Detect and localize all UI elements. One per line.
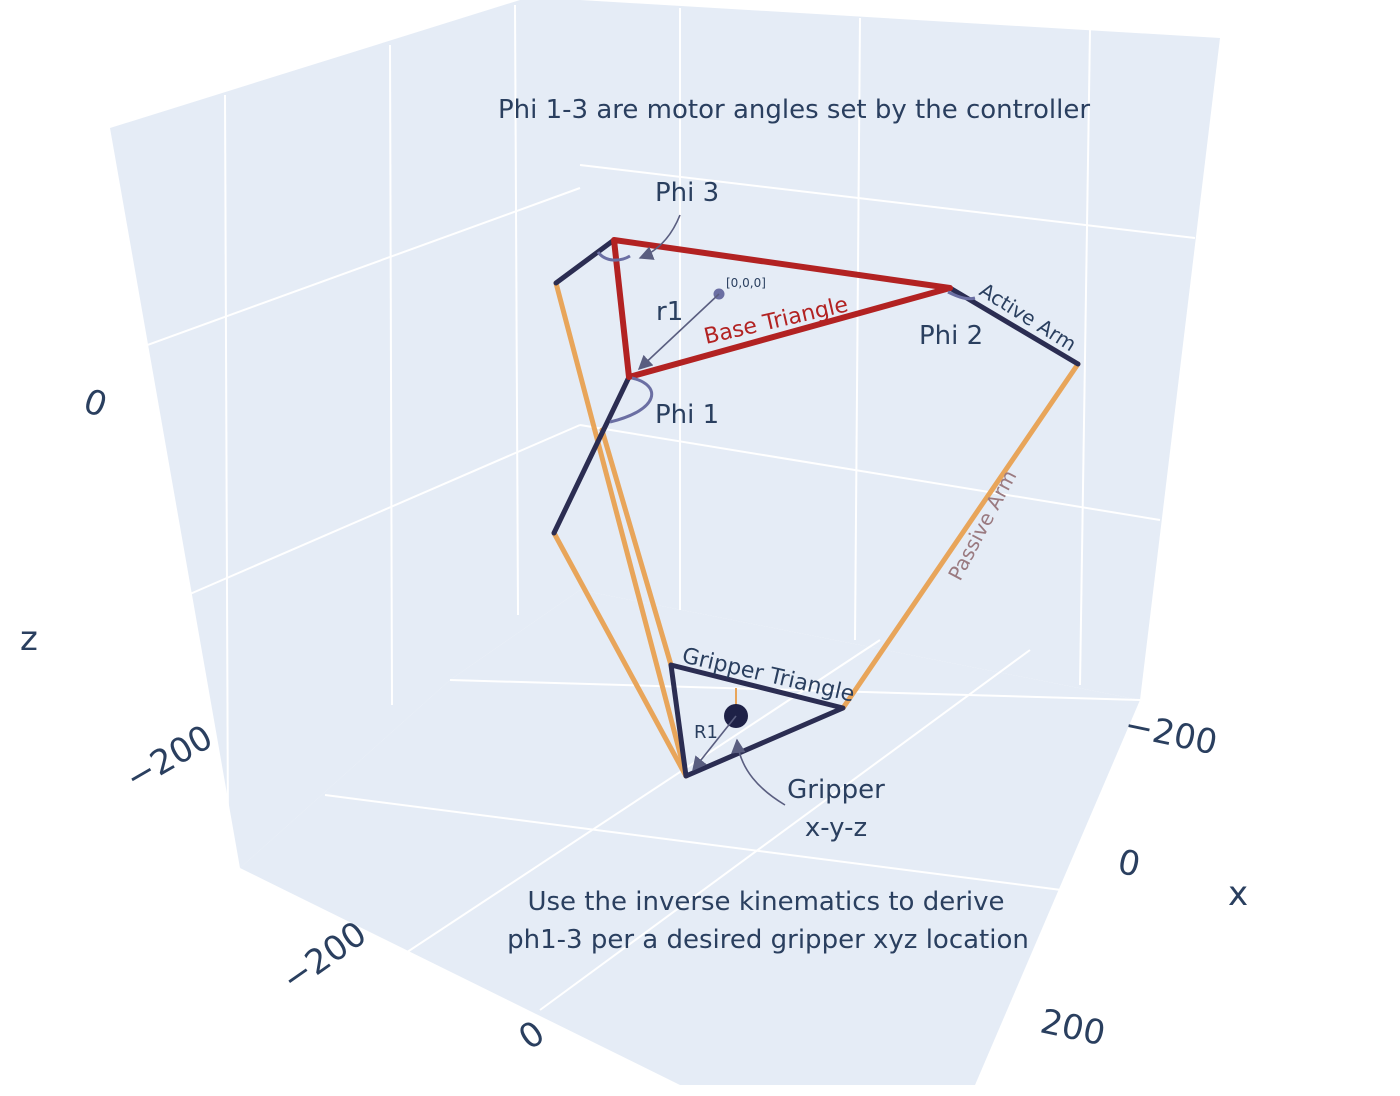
y-tick-minus200: −200 (275, 914, 374, 1000)
z-tick-0: 0 (78, 381, 112, 426)
base-triangle (611, 237, 953, 380)
active-arms (551, 237, 1081, 536)
passive-arms (551, 280, 1081, 779)
gripper-triangle (668, 662, 846, 779)
top-note: Phi 1-3 are motor angles set by the cont… (498, 95, 1090, 125)
x-tick-200: 200 (1037, 1002, 1109, 1055)
phi3-pointer (638, 214, 681, 260)
passive-arm-1b (551, 530, 689, 779)
active-arm-3 (553, 237, 617, 286)
x-axis-title: x (1228, 874, 1248, 914)
phi3-label: Phi 3 (655, 178, 719, 208)
bottom-note-line1: Use the inverse kinematics to derive (527, 887, 1004, 917)
gridlines (119, 4, 1196, 1011)
gripper-label-line1: Gripper (787, 775, 885, 805)
bottom-note-line2: ph1-3 per a desired gripper xyz location (507, 925, 1029, 955)
active-arm-2 (947, 285, 1081, 367)
origin-label: [0,0,0] (726, 276, 766, 290)
phi2-arc (947, 290, 976, 301)
y-tick-0: 0 (512, 1013, 553, 1058)
gripper-pointer (731, 738, 786, 806)
back-right-wall (580, 0, 1220, 700)
r1-arrow (637, 293, 720, 370)
passive-arm-3a (599, 427, 674, 668)
phi1-label: Phi 1 (655, 400, 719, 430)
x-tick-0: 0 (1114, 842, 1143, 886)
phi3-arc (596, 251, 631, 262)
floor (240, 590, 1140, 1085)
x-tick-minus200: −200 (1121, 705, 1221, 764)
gripper-label-line2: x-y-z (805, 813, 867, 843)
passive-arm-1a (553, 280, 689, 779)
phi1-arc (609, 376, 654, 424)
z-tick-minus200: −200 (119, 717, 220, 798)
passive-arm-2a (840, 361, 1081, 711)
R1-label: R1 (694, 722, 718, 743)
r1-label: r1 (656, 297, 683, 327)
z-axis-title: z (20, 619, 38, 659)
phi2-label: Phi 2 (919, 321, 983, 351)
angle-arcs (596, 214, 976, 424)
R1-arrow (692, 715, 737, 772)
active-arm-1 (551, 374, 632, 536)
scene-walls (110, 0, 1220, 1085)
